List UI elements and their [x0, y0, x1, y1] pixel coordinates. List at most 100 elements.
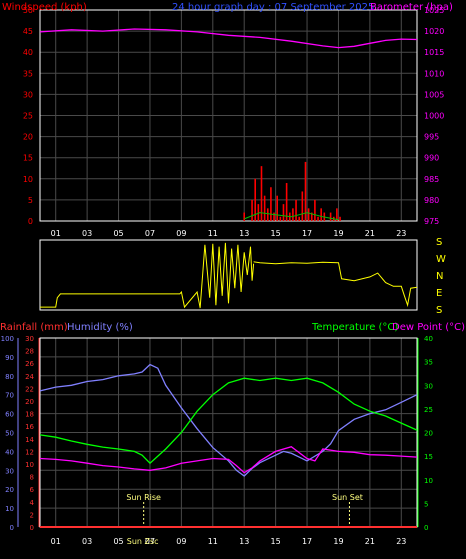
- temperature-tick-label: 15: [424, 453, 433, 461]
- rainfall-tick-label: 20: [25, 398, 34, 406]
- rainfall-tick-label: 12: [25, 448, 34, 456]
- barometer-tick-label: 990: [424, 154, 439, 163]
- temperature-tick-label: 20: [424, 430, 433, 438]
- barometer-axis-label: Barometer (hpa): [370, 2, 453, 13]
- rainfall-tick-label: 4: [30, 499, 35, 507]
- rainfall-tick-label: 14: [25, 436, 34, 444]
- temperature-tick-label: 0: [424, 524, 428, 532]
- humidity-axis-ticks: 0 10 20 30 40 50 60 70 80 90 100: [1, 335, 14, 532]
- barometer-tick-label: 1005: [424, 90, 444, 99]
- bottom-chart-series: [39, 363, 418, 528]
- top-x-tick-label: 13: [239, 229, 249, 238]
- wind-direction-line: [253, 261, 418, 308]
- rainfall-tick-label: 26: [25, 360, 34, 368]
- humidity-tick-label: 50: [5, 430, 14, 438]
- dewpoint-axis-label: Dew Point (°C): [392, 322, 465, 333]
- sun-zenith-label: Sun Zsc: [127, 537, 159, 546]
- top-x-tick-label: 23: [396, 229, 406, 238]
- top-chart-frame: [39, 9, 418, 222]
- sunset-label: Sun Set: [332, 493, 363, 502]
- windspeed-tick-label: 0: [28, 217, 33, 226]
- rainfall-tick-label: 8: [30, 474, 34, 482]
- windspeed-axis-label: Windspeed (kph): [2, 2, 87, 13]
- windspeed-tick-label: 40: [23, 48, 33, 57]
- temperature-line: [39, 377, 418, 465]
- top-x-tick-label: 07: [145, 229, 155, 238]
- chart-title: 24 hour graph day : 07 September 2025: [172, 2, 374, 13]
- top-x-tick-label: 09: [176, 229, 186, 238]
- rainfall-tick-label: 30: [25, 335, 34, 343]
- wind-avg-line: [244, 212, 339, 221]
- barometer-tick-label: 1015: [424, 48, 444, 57]
- windspeed-tick-label: 15: [23, 154, 33, 163]
- top-chart-series: [39, 28, 418, 221]
- top-x-tick-label: 21: [365, 229, 375, 238]
- rainfall-tick-label: 28: [25, 348, 34, 356]
- bottom-x-tick-label: 09: [176, 537, 186, 546]
- dewpoint-line: [39, 445, 418, 474]
- top-x-tick-label: 19: [333, 229, 343, 238]
- direction-label: E: [436, 288, 442, 299]
- windspeed-tick-label: 50: [23, 6, 33, 15]
- barometer-tick-label: 1000: [424, 112, 444, 121]
- humidity-tick-label: 0: [10, 524, 14, 532]
- barometer-tick-label: 1025: [424, 6, 444, 15]
- windspeed-tick-label: 20: [23, 133, 33, 142]
- humidity-tick-label: 90: [5, 354, 14, 362]
- sun-annotations: Sun Rise Sun Set Sun Zsc: [126, 493, 363, 546]
- windspeed-tick-label: 30: [23, 90, 33, 99]
- barometer-tick-label: 980: [424, 196, 439, 205]
- direction-chart-frame: [39, 239, 418, 311]
- humidity-axis-label: Humidity (%): [67, 322, 133, 333]
- sunrise-label: Sun Rise: [126, 493, 161, 502]
- temperature-tick-label: 5: [424, 500, 428, 508]
- temperature-tick-label: 40: [424, 335, 433, 343]
- rainfall-axis-label: Rainfall (mm): [0, 322, 68, 333]
- bottom-x-tick-label: 15: [271, 537, 281, 546]
- humidity-tick-label: 80: [5, 373, 14, 381]
- humidity-tick-label: 30: [5, 467, 14, 475]
- humidity-tick-label: 100: [1, 335, 14, 343]
- top-x-tick-label: 05: [113, 229, 123, 238]
- rainfall-tick-label: 2: [30, 511, 34, 519]
- windspeed-tick-label: 10: [23, 175, 33, 184]
- humidity-line: [39, 363, 418, 477]
- rainfall-tick-label: 16: [25, 423, 34, 431]
- top-x-tick-label: 01: [51, 229, 61, 238]
- rainfall-tick-label: 18: [25, 411, 34, 419]
- bottom-x-tick-label: 03: [82, 537, 92, 546]
- windspeed-tick-label: 25: [23, 112, 33, 121]
- windspeed-tick-label: 5: [28, 196, 33, 205]
- humidity-tick-label: 60: [5, 411, 14, 419]
- windspeed-tick-label: 45: [23, 27, 33, 36]
- rainfall-tick-label: 22: [25, 385, 34, 393]
- direction-label: N: [436, 271, 443, 282]
- barometer-line: [39, 28, 418, 49]
- bottom-x-tick-label: 13: [239, 537, 249, 546]
- top-chart-x-ticks: 01 03 05 07 09 11 13 15 17 19 21 23: [51, 229, 407, 238]
- temperature-tick-label: 25: [424, 406, 433, 414]
- rainfall-tick-label: 6: [30, 486, 35, 494]
- wind-direction-line: [199, 242, 255, 308]
- barometer-tick-label: 1010: [424, 69, 444, 78]
- bottom-x-tick-label: 21: [365, 537, 375, 546]
- wind-direction-line: [40, 290, 201, 309]
- temperature-axis-ticks: 0 5 10 15 20 25 30 35 40: [424, 335, 433, 532]
- bottom-x-tick-label: 01: [51, 537, 61, 546]
- rainfall-tick-label: 24: [25, 373, 34, 381]
- wind-direction-series: [40, 242, 418, 309]
- rainfall-tick-label: 0: [30, 524, 34, 532]
- direction-label: S: [436, 305, 442, 316]
- humidity-tick-label: 10: [5, 505, 14, 513]
- barometer-tick-label: 975: [424, 217, 439, 226]
- bottom-x-tick-label: 11: [208, 537, 218, 546]
- bottom-x-tick-label: 07: [145, 537, 155, 546]
- temperature-axis-label: Temperature (°C): [311, 322, 398, 333]
- barometer-axis-ticks: 975 980 985 990 995 1000 1005 1010 1015 1020 1025: [424, 6, 444, 226]
- windspeed-tick-label: 35: [23, 69, 33, 78]
